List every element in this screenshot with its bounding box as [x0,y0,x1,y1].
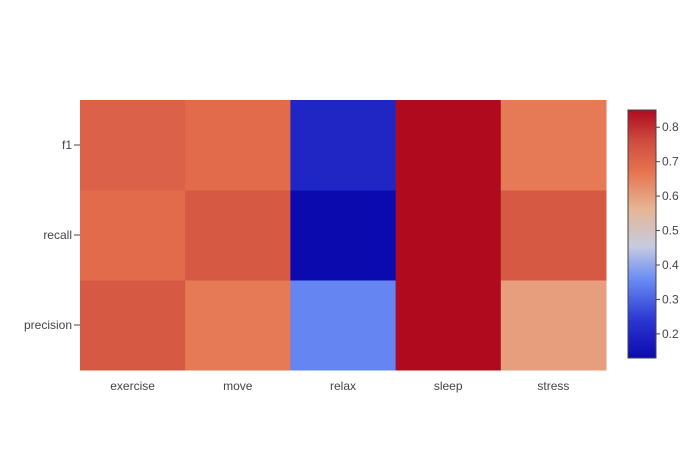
heatmap-cell-precision-exercise [80,280,186,371]
colorbar-tick-label: 0.4 [662,258,679,272]
colorbar-tick-label: 0.7 [662,155,679,169]
heatmap-cell-precision-stress [500,280,607,371]
heatmap-cell-recall-sleep [395,190,502,281]
y-tick-label: precision [24,318,72,332]
heatmap-cell-f1-exercise [80,100,186,191]
heatmap-cell-f1-move [185,100,291,191]
x-tick-label: sleep [434,379,463,393]
colorbar-tick-label: 0.5 [662,224,679,238]
x-tick-label: stress [537,379,569,393]
heatmap-cell-precision-move [185,280,291,371]
y-tick-label: f1 [62,138,72,152]
heatmap-cells [80,100,607,371]
x-tick-label: relax [330,379,356,393]
heatmap-cell-recall-move [185,190,291,281]
colorbar-tick-label: 0.6 [662,189,679,203]
colorbar-gradient [627,109,657,359]
colorbar-tick-label: 0.2 [662,327,679,341]
colorbar: 0.2 0.3 0.4 0.5 0.6 0.7 0.8 [627,109,679,359]
heatmap-cell-f1-stress [500,100,607,191]
colorbar-tick-label: 0.8 [662,120,679,134]
x-axis: exercise move relax sleep stress [110,379,569,393]
heatmap-cell-recall-stress [500,190,607,281]
heatmap-cell-f1-sleep [395,100,502,191]
y-tick-label: recall [43,228,72,242]
heatmap-cell-recall-relax [290,190,397,281]
x-tick-label: exercise [110,379,155,393]
heatmap-cell-f1-relax [290,100,397,191]
x-tick-label: move [223,379,253,393]
heatmap-cell-precision-relax [290,280,397,371]
heatmap-cell-precision-sleep [395,280,502,371]
y-axis: precision recall f1 [24,138,80,332]
heatmap-cell-recall-exercise [80,190,186,281]
colorbar-tick-label: 0.3 [662,292,679,306]
